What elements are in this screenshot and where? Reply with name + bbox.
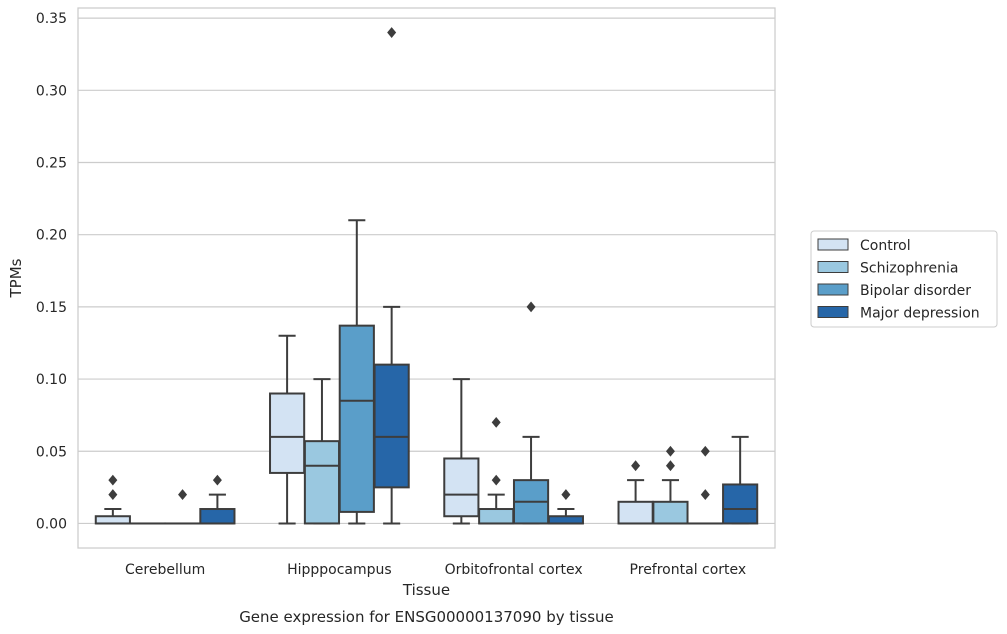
legend: Control Schizophrenia Bipolar disorder Majo… bbox=[810, 230, 998, 328]
box-iqr bbox=[547, 515, 584, 525]
box-major-depression bbox=[373, 27, 410, 525]
boxes bbox=[94, 27, 759, 525]
box-bipolar-disorder bbox=[687, 445, 724, 525]
x-tick-label: Orbitofrontal cortex bbox=[445, 562, 583, 578]
legend-label: Bipolar disorder bbox=[860, 283, 971, 299]
box-bipolar-disorder bbox=[164, 489, 201, 525]
box-control bbox=[443, 378, 480, 525]
outlier-point bbox=[491, 416, 501, 428]
box-iqr bbox=[269, 392, 306, 474]
outlier-point bbox=[108, 474, 118, 486]
plot-area-frame bbox=[77, 7, 776, 549]
legend-frame bbox=[810, 230, 998, 328]
outlier-point bbox=[561, 489, 571, 500]
y-tick-label: 0.35 bbox=[36, 11, 67, 27]
x-axis-ticks: Cerebellum Hipppocampus Orbitofrontal cort… bbox=[125, 562, 746, 578]
box-schizophrenia bbox=[303, 378, 341, 525]
box-bipolar-disorder bbox=[338, 219, 375, 525]
outlier-point bbox=[491, 474, 501, 486]
box-iqr bbox=[652, 500, 689, 525]
box-iqr bbox=[617, 500, 654, 525]
box-control bbox=[269, 334, 306, 525]
outlier-point bbox=[108, 489, 118, 500]
box-iqr bbox=[303, 440, 341, 525]
y-tick-label: 0.00 bbox=[36, 516, 67, 532]
x-axis-title: Tissue bbox=[402, 581, 450, 599]
chart-caption: Gene expression for ENSG00000137090 by t… bbox=[239, 608, 614, 626]
y-tick-label: 0.05 bbox=[36, 444, 67, 460]
box-control bbox=[617, 460, 654, 525]
legend-label: Control bbox=[860, 238, 911, 254]
box-iqr bbox=[443, 457, 480, 518]
y-tick-label: 0.10 bbox=[36, 372, 67, 388]
legend-swatch bbox=[817, 283, 849, 296]
box-iqr bbox=[338, 324, 375, 513]
outlier-point bbox=[631, 460, 641, 472]
x-tick-label: Prefrontal cortex bbox=[630, 562, 747, 578]
box-major-depression bbox=[722, 435, 759, 525]
y-axis-ticks: 0.00 0.05 0.10 0.15 0.20 0.25 0.30 0.35 bbox=[36, 11, 67, 532]
y-axis-title: TPMs bbox=[7, 258, 25, 298]
box-iqr bbox=[478, 508, 515, 525]
legend-swatch bbox=[817, 238, 849, 251]
legend-label: Major depression bbox=[860, 306, 980, 322]
box-iqr bbox=[94, 515, 131, 525]
outlier-point bbox=[526, 301, 536, 313]
x-tick-label: Hipppocampus bbox=[287, 562, 392, 578]
y-tick-label: 0.30 bbox=[36, 83, 67, 99]
outlier-point bbox=[387, 27, 397, 38]
box-iqr bbox=[373, 363, 410, 489]
box-bipolar-disorder bbox=[512, 301, 550, 525]
legend-swatch bbox=[817, 306, 849, 318]
x-tick-label: Cerebellum bbox=[125, 562, 205, 578]
outlier-point bbox=[178, 489, 188, 500]
box-control bbox=[94, 474, 131, 525]
outlier-point bbox=[700, 445, 710, 457]
y-tick-label: 0.15 bbox=[36, 300, 67, 316]
box-schizophrenia bbox=[478, 416, 515, 525]
y-tick-label: 0.25 bbox=[36, 155, 67, 171]
box-iqr bbox=[722, 483, 759, 525]
box-schizophrenia bbox=[652, 445, 689, 525]
outlier-point bbox=[665, 445, 675, 457]
box-iqr bbox=[199, 508, 236, 525]
outlier-point bbox=[665, 460, 675, 472]
box-major-depression bbox=[547, 489, 584, 525]
outlier-point bbox=[700, 489, 710, 500]
legend-label: Schizophrenia bbox=[860, 261, 958, 277]
box-major-depression bbox=[199, 474, 236, 525]
outlier-point bbox=[212, 474, 222, 486]
y-tick-label: 0.20 bbox=[36, 228, 67, 244]
gridlines bbox=[78, 17, 775, 525]
legend-swatch bbox=[817, 261, 849, 273]
